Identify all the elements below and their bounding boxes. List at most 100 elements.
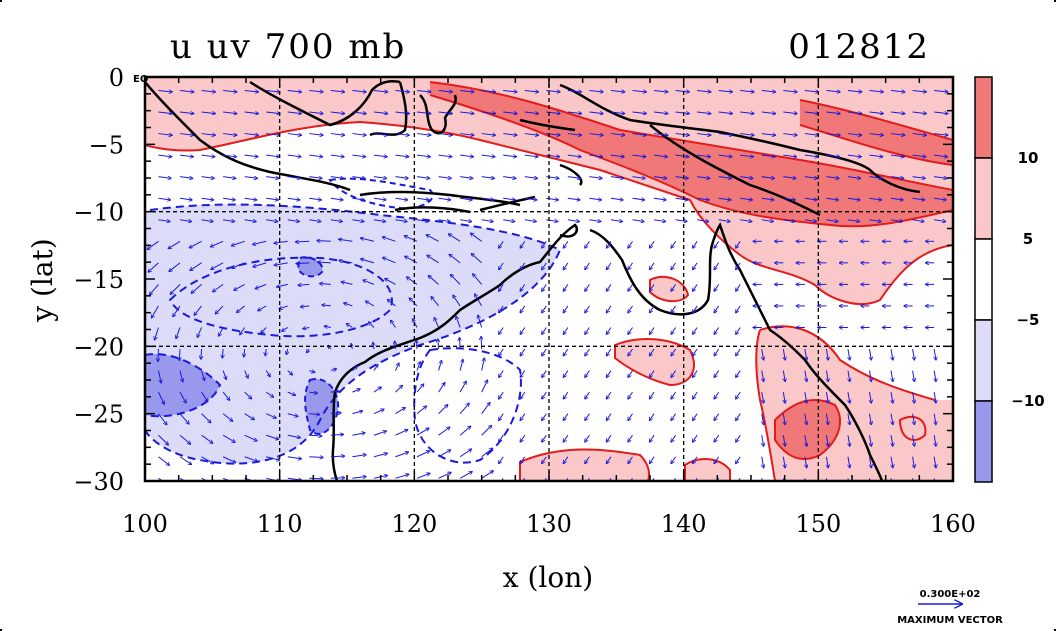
wind-vector	[649, 327, 655, 334]
wind-vector	[330, 478, 345, 479]
wind-vector	[158, 90, 172, 91]
wind-vector	[459, 426, 471, 436]
wind-vector	[274, 262, 288, 265]
wind-vector	[459, 449, 472, 458]
wind-vector	[266, 177, 279, 179]
wind-vector	[869, 90, 884, 91]
wind-vector	[352, 112, 366, 114]
wind-vector	[913, 435, 915, 446]
wind-vector	[783, 348, 785, 360]
wind-vector	[460, 177, 473, 179]
wind-vector	[265, 413, 276, 419]
wind-vector	[697, 112, 711, 114]
colorbar-label: −10	[1011, 392, 1044, 410]
wind-vector	[266, 155, 279, 157]
wind-vector	[546, 90, 560, 91]
wind-vector	[223, 220, 235, 222]
wind-vector	[450, 274, 461, 285]
wind-vector	[438, 339, 439, 350]
wind-vector	[847, 177, 861, 179]
y-tick-label: −5	[89, 131, 124, 159]
wind-vector	[395, 198, 407, 200]
wind-vector	[934, 370, 936, 382]
wind-vector	[714, 305, 720, 313]
wind-vector	[151, 305, 159, 318]
wind-vector	[253, 262, 267, 267]
wind-vector	[365, 301, 375, 307]
wind-vector	[499, 327, 504, 334]
wind-vector	[693, 348, 698, 356]
wind-vector	[416, 220, 429, 222]
wind-vector	[438, 220, 451, 222]
wind-vector	[373, 90, 388, 91]
wind-vector	[653, 220, 666, 222]
wind-vector	[520, 241, 526, 248]
wind-vector	[675, 134, 690, 136]
wind-vector	[352, 389, 360, 393]
vector-legend-value: 0.300E+02	[920, 589, 981, 600]
wind-vector	[740, 220, 752, 222]
wind-vector	[912, 90, 927, 91]
wind-vector	[503, 112, 517, 114]
wind-vector	[179, 370, 183, 382]
wind-vector	[361, 259, 375, 264]
wind-vector	[330, 456, 345, 457]
wind-vector	[740, 155, 753, 157]
wind-vector	[693, 305, 698, 313]
wind-vector	[287, 391, 296, 395]
wind-vector	[628, 327, 633, 334]
wind-vector	[266, 198, 278, 200]
wind-vector	[330, 134, 345, 136]
wind-vector	[870, 348, 872, 360]
wind-vector	[385, 278, 396, 285]
wind-vector	[585, 241, 590, 248]
wind-vector	[201, 198, 214, 200]
wind-vector	[563, 370, 569, 378]
wind-vector	[697, 220, 709, 222]
wind-vector	[416, 473, 430, 479]
wind-vector	[610, 134, 625, 136]
wind-vector	[197, 327, 203, 337]
wind-vector	[309, 177, 322, 179]
wind-vector	[223, 134, 237, 136]
wind-vector	[606, 241, 612, 248]
wind-vector	[438, 155, 452, 157]
wind-vector	[373, 177, 387, 179]
wind-vector	[373, 387, 381, 393]
wind-vector	[277, 283, 288, 287]
wind-vector	[671, 241, 677, 248]
wind-vector	[232, 262, 245, 268]
wind-vector	[179, 177, 193, 179]
wind-vector	[890, 177, 904, 179]
wind-vector	[762, 348, 764, 360]
wind-vector	[563, 391, 569, 399]
wind-vector	[460, 198, 472, 200]
positive-contour	[799, 99, 953, 166]
wind-vector	[542, 348, 547, 356]
wind-vector	[287, 155, 301, 157]
wind-vector	[671, 284, 677, 291]
wind-vector	[610, 90, 625, 91]
wind-vector	[606, 391, 612, 399]
wind-vector	[804, 112, 819, 114]
wind-vector	[737, 478, 741, 481]
wind-vector	[309, 371, 315, 373]
wind-vector	[481, 471, 494, 479]
wind-vector	[306, 349, 309, 353]
wind-vector	[201, 413, 211, 423]
wind-vector	[740, 134, 754, 136]
wind-vector	[287, 134, 302, 136]
wind-vector	[158, 198, 170, 200]
wind-vector	[438, 405, 448, 415]
wind-vector	[563, 262, 569, 270]
wind-vector	[330, 90, 345, 91]
wind-vector	[201, 220, 214, 222]
wind-vector	[585, 348, 590, 356]
wind-vector	[848, 413, 850, 425]
wind-vector	[632, 177, 645, 179]
wind-vector	[714, 241, 720, 248]
map-date-stamp: 012812	[788, 27, 930, 67]
wind-vector	[244, 434, 257, 441]
wind-vector	[453, 295, 461, 307]
